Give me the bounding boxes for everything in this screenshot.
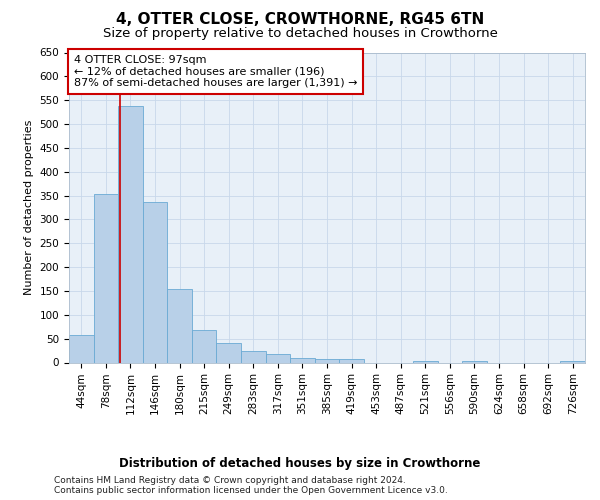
Bar bbox=[69, 336, 94, 362]
Text: 4 OTTER CLOSE: 97sqm
← 12% of detached houses are smaller (196)
87% of semi-deta: 4 OTTER CLOSE: 97sqm ← 12% of detached h… bbox=[74, 55, 358, 88]
Bar bbox=[217, 343, 241, 362]
Bar bbox=[462, 361, 487, 362]
Bar bbox=[167, 288, 192, 362]
Bar bbox=[560, 361, 585, 362]
Bar bbox=[266, 354, 290, 362]
Bar bbox=[241, 351, 266, 362]
Bar bbox=[290, 358, 315, 362]
Y-axis label: Number of detached properties: Number of detached properties bbox=[24, 120, 34, 295]
Bar bbox=[94, 194, 118, 362]
Bar bbox=[315, 358, 339, 362]
Text: Contains public sector information licensed under the Open Government Licence v3: Contains public sector information licen… bbox=[54, 486, 448, 495]
Bar bbox=[413, 361, 437, 362]
Bar bbox=[192, 330, 217, 362]
Bar bbox=[118, 106, 143, 362]
Text: Distribution of detached houses by size in Crowthorne: Distribution of detached houses by size … bbox=[119, 458, 481, 470]
Bar bbox=[143, 202, 167, 362]
Text: Contains HM Land Registry data © Crown copyright and database right 2024.: Contains HM Land Registry data © Crown c… bbox=[54, 476, 406, 485]
Bar bbox=[339, 358, 364, 362]
Text: Size of property relative to detached houses in Crowthorne: Size of property relative to detached ho… bbox=[103, 28, 497, 40]
Text: 4, OTTER CLOSE, CROWTHORNE, RG45 6TN: 4, OTTER CLOSE, CROWTHORNE, RG45 6TN bbox=[116, 12, 484, 28]
